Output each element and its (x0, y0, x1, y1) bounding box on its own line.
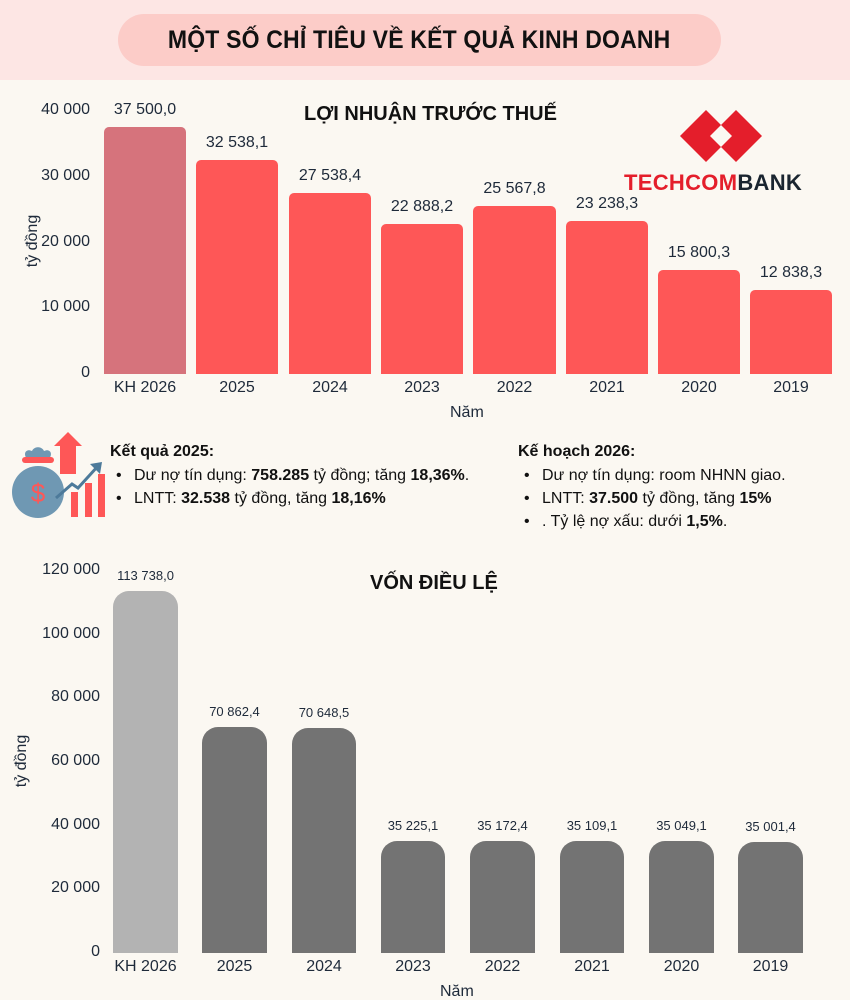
bar-value-label: 37 500,0 (113, 101, 177, 119)
bar-2021 (560, 841, 624, 953)
text-segment: tỷ đồng, tăng (638, 490, 740, 507)
bar-value-label: 25 567,8 (483, 179, 546, 197)
bar-value-label: 32 538,1 (205, 134, 269, 152)
x-tick-label: 2022 (484, 958, 521, 975)
capital-x-axis-label: Năm (440, 983, 474, 1000)
x-tick-label: 2020 (681, 379, 717, 396)
bullet-item: Dư nợ tín dụng: room NHNN giao. (518, 464, 786, 487)
techcombank-diamond-icon (680, 110, 762, 162)
x-tick-label: 2023 (395, 958, 431, 975)
money-bag-growth-icon: $ (12, 432, 105, 518)
results-2025-list: Dư nợ tín dụng: 758.285 tỷ đồng; tăng 18… (110, 464, 469, 510)
plan-2026-list: Dư nợ tín dụng: room NHNN giao. LNTT: 37… (518, 464, 786, 533)
bar-value-label: 70 862,4 (209, 704, 260, 720)
logo-wordmark: TECHCOMBANK (624, 170, 803, 195)
bullet-item: . Tỷ lệ nợ xấu: dưới 1,5%. (518, 510, 786, 533)
bullet-item: LNTT: 32.538 tỷ đồng, tăng 18,16% (110, 487, 469, 510)
text-segment: . Tỷ lệ nợ xấu: dưới (542, 513, 687, 530)
text-segment: Dư nợ tín dụng: (134, 467, 252, 484)
bold-value: 758.285 (251, 467, 310, 484)
x-tick-label: 2023 (404, 379, 440, 396)
bold-value: 18,36% (410, 467, 465, 484)
bar-value-label: 35 049,1 (656, 818, 707, 834)
x-tick-label: 2025 (216, 958, 253, 975)
x-tick-label: 2021 (589, 379, 625, 396)
bar-2022 (473, 205, 556, 374)
x-tick-label: 2019 (752, 958, 789, 975)
text-segment: tỷ đồng, tăng (230, 490, 332, 507)
text-segment: LNTT: (134, 490, 182, 507)
bar-2020 (649, 841, 714, 953)
y-tick-label: 80 000 (51, 688, 100, 706)
page-title-pill: MỘT SỐ CHỈ TIÊU VỀ KẾT QUẢ KINH DOANH (118, 14, 721, 66)
bold-value: 1,5% (686, 513, 723, 530)
x-tick-label: 2024 (312, 379, 348, 396)
bar-2022 (470, 841, 535, 953)
bar-2020 (658, 270, 740, 374)
y-tick-label: 10 000 (41, 298, 90, 316)
y-tick-label: 20 000 (41, 232, 90, 250)
bar-kh-2026 (113, 590, 178, 953)
bar-kh-2026 (104, 127, 186, 374)
bar-value-label: 12 838,3 (759, 263, 823, 281)
x-tick-label: KH 2026 (114, 958, 177, 975)
bold-value: 37.500 (589, 490, 639, 507)
bar-2019 (738, 841, 803, 953)
plan-2026-heading: Kế hoạch 2026: (518, 443, 636, 460)
bar-2024 (292, 728, 356, 953)
bar-value-label: 22 888,2 (390, 197, 454, 215)
bar-2019 (750, 289, 832, 374)
y-tick-label: 40 000 (51, 815, 100, 833)
y-tick-label: 40 000 (41, 101, 90, 118)
y-tick-label: 30 000 (41, 166, 90, 184)
bar-2021 (566, 221, 648, 374)
page-title: MỘT SỐ CHỈ TIÊU VỀ KẾT QUẢ KINH DOANH (168, 25, 671, 54)
x-tick-label: 2020 (663, 958, 700, 975)
results-2025-heading: Kết quả 2025: (110, 443, 215, 460)
bar-value-label: 35 225,1 (387, 817, 439, 833)
bar-value-label: 35 001,4 (745, 818, 796, 834)
text-segment: . (722, 513, 728, 530)
x-tick-label: KH 2026 (113, 379, 177, 396)
bar-value-label: 27 538,4 (298, 166, 362, 184)
bar-value-label: 23 238,3 (575, 195, 639, 213)
x-tick-label: 2021 (574, 958, 610, 975)
bar-2025 (196, 160, 278, 374)
text-segment: . (464, 467, 470, 484)
y-tick-label: 120 000 (42, 561, 100, 578)
plan-2026-section: Kế hoạch 2026: Dư nợ tín dụng: room NHNN… (518, 443, 786, 533)
x-tick-label: 2019 (773, 379, 809, 396)
x-tick-label: 2025 (219, 379, 255, 396)
bar-value-label: 35 172,4 (477, 818, 528, 834)
y-tick-label: 100 000 (42, 624, 100, 642)
text-segment: LNTT: (542, 490, 590, 507)
y-tick-label: 0 (91, 943, 100, 960)
results-2025-section: Kết quả 2025: Dư nợ tín dụng: 758.285 tỷ… (110, 443, 469, 510)
bar-value-label: 113 738,0 (117, 567, 174, 583)
x-tick-label: 2022 (496, 379, 533, 396)
text-segment: tỷ đồng; tăng (309, 467, 411, 484)
bullet-item: LNTT: 37.500 tỷ đồng, tăng 15% (518, 487, 786, 510)
profit-chart-title: LỢI NHUẬN TRƯỚC THUẾ (304, 103, 557, 125)
svg-text:$: $ (31, 478, 46, 508)
bold-value: 18,16% (331, 490, 386, 507)
bar-value-label: 15 800,3 (667, 244, 731, 262)
profit-x-axis-label: Năm (450, 404, 484, 421)
text-segment: Dư nợ tín dụng: room NHNN giao. (542, 467, 786, 484)
bar-2025 (202, 727, 267, 953)
x-tick-label: 2024 (306, 958, 342, 975)
bar-2024 (289, 192, 371, 374)
y-tick-label: 60 000 (51, 752, 100, 769)
y-tick-label: 0 (81, 364, 90, 381)
bullet-item: Dư nợ tín dụng: 758.285 tỷ đồng; tăng 18… (110, 464, 469, 487)
bold-value: 32.538 (181, 490, 231, 507)
bar-2023 (381, 840, 445, 953)
capital-chart-title: VỐN ĐIỀU LỆ (370, 572, 498, 594)
bold-value: 15% (739, 490, 772, 507)
y-tick-label: 20 000 (51, 879, 100, 897)
bar-2023 (381, 223, 463, 374)
bar-value-label: 70 648,5 (298, 705, 350, 721)
bar-value-label: 35 109,1 (566, 818, 618, 834)
techcombank-logo: TECHCOMBANK (620, 100, 825, 200)
